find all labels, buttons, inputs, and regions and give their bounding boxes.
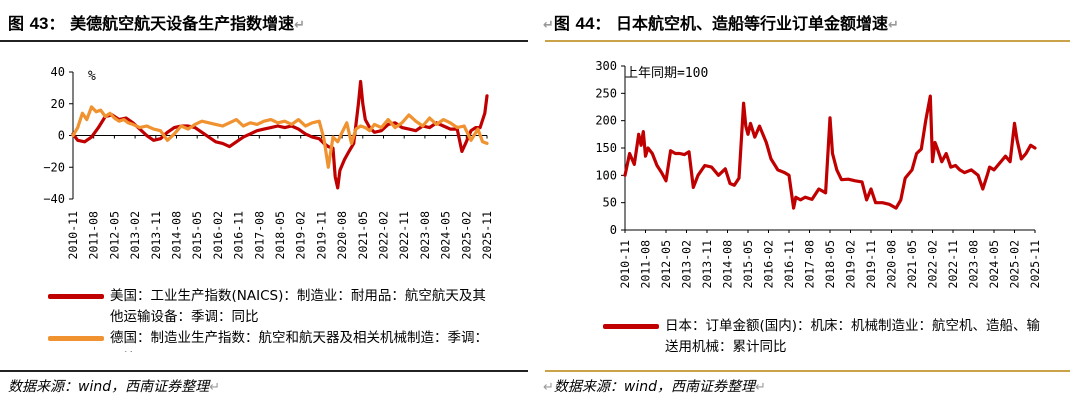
right-source-text: 数据来源：wind，西南证券整理: [553, 379, 756, 395]
x-tick-label: 2024-05: [439, 211, 453, 259]
left-source-return-mark: ↵: [209, 380, 221, 395]
right-title-number: 44: [575, 14, 595, 33]
right-title-text: ： 日本航空机、造船等行业订单金额增速: [594, 14, 888, 33]
right-title-prefix: 图: [553, 14, 576, 33]
y-tick-label: 200: [595, 114, 617, 128]
right-source-rule: [545, 370, 1070, 372]
right-panel: ↵图 44： 日本航空机、造船等行业订单金额增速↵ 0 50 100 150 200 25…: [535, 0, 1080, 405]
x-tick-label: 2010-11: [66, 211, 80, 260]
x-tick-label: 2025-02: [1008, 240, 1022, 288]
y-tick-label: −40: [43, 192, 65, 206]
left-source-rule: [0, 370, 528, 372]
x-tick-label: 2018-05: [273, 211, 287, 259]
x-tick-label: 2020-08: [885, 240, 899, 289]
left-legend-swatch-us: [48, 294, 104, 299]
right-title-return-mark: ↵: [887, 18, 899, 33]
left-panel: 图 43： 美德航空航天设备生产指数增速↵ −40 −20 0 20 40 2010-11…: [0, 0, 535, 405]
x-tick-label: 2019-02: [844, 240, 858, 288]
x-tick-label: 2017-08: [803, 240, 817, 289]
x-tick-label: 2019-11: [864, 240, 878, 289]
y-tick-label: 40: [51, 65, 65, 79]
x-tick-label: 2021-05: [905, 240, 919, 288]
left-title-return-mark: ↵: [294, 18, 305, 33]
x-tick-label: 2017-08: [252, 211, 266, 260]
y-tick-label: 150: [595, 141, 617, 155]
right-legend-swatch-jp: [603, 324, 659, 329]
left-figure-title: 图 43： 美德航空航天设备生产指数增速↵: [8, 10, 305, 34]
right-title-lead-mark: ↵: [543, 18, 554, 33]
left-chart-plot: −40 −20 0 20 40 2010-11 2011-08 2012-05 2013-02 2…: [43, 65, 494, 259]
x-tick-label: 2018-05: [823, 240, 837, 288]
left-title-number: 43: [29, 14, 49, 33]
left-title-rule: [0, 40, 528, 42]
right-source-return-mark: ↵: [755, 380, 766, 395]
x-tick-label: 2013-02: [680, 240, 694, 288]
left-title-text: ： 美德航空航天设备生产指数增速: [48, 14, 295, 33]
x-tick-label: 2022-11: [397, 211, 411, 260]
unit-label: %: [88, 69, 96, 84]
x-tick-label: 2016-11: [782, 240, 796, 289]
x-tick-label: 2012-05: [659, 240, 673, 288]
y-tick-label: 0: [610, 223, 617, 237]
left-legend: 美国：工业生产指数(NAICS)：制造业：耐用品：航空航天及其他运输设备：季调：…: [48, 286, 496, 352]
x-tick-label: 2022-02: [377, 211, 391, 259]
right-chart-plot: 0 50 100 150 200 250 300 2010-11 2011-08 2012-05 2…: [595, 59, 1042, 288]
x-tick-label: 2010-11: [618, 240, 632, 289]
series-line-0: [71, 79, 489, 190]
right-source: ↵数据来源：wind，西南证券整理↵: [543, 376, 766, 396]
right-legend-label-jp: 日本：订单金额(国内)：机床：机械制造业：航空机、造船、输送用机械：累计同比: [665, 318, 1041, 355]
left-legend-label-de: 德国：制造业生产指数：航空和航天器及相关机械制造：季调：同比: [110, 330, 488, 352]
x-tick-label: 2015-05: [741, 240, 755, 288]
y-tick-label: 300: [595, 59, 617, 73]
x-tick-label: 2020-08: [335, 211, 349, 260]
left-source: 数据来源：wind，西南证券整理↵: [8, 376, 220, 396]
y-tick-label: 20: [51, 97, 65, 111]
left-chart: −40 −20 0 20 40 2010-11 2011-08 2012-05 2013-02 2…: [43, 65, 494, 259]
left-legend-swatch-de: [48, 336, 104, 341]
x-tick-label: 2013-02: [128, 211, 142, 259]
left-legend-item-de: 德国：制造业生产指数：航空和航天器及相关机械制造：季调：同比: [48, 328, 496, 352]
x-tick-label: 2011-08: [87, 211, 101, 260]
series-line-1: [71, 105, 489, 169]
left-title-prefix: 图: [8, 14, 30, 33]
x-tick-label: 2019-11: [314, 211, 328, 260]
x-tick-label: 2014-08: [170, 211, 184, 260]
x-tick-label: 2013-11: [700, 240, 714, 289]
x-tick-label: 2015-05: [190, 211, 204, 259]
x-tick-label: 2024-05: [987, 240, 1001, 288]
x-tick-label: 2025-02: [459, 211, 473, 259]
x-tick-label: 2011-08: [639, 240, 653, 289]
x-tick-label: 2025-11: [480, 211, 494, 260]
y-tick-label: −20: [43, 160, 65, 174]
x-tick-label: 2021-05: [356, 211, 370, 259]
x-tick-label: 2016-02: [762, 240, 776, 288]
unit-label: 上年同期=100: [625, 66, 708, 81]
right-title-rule: [545, 40, 1070, 42]
x-tick-label: 2016-11: [232, 211, 246, 260]
y-tick-label: 100: [595, 168, 617, 182]
right-source-lead-mark: ↵: [543, 380, 554, 395]
right-chart: 0 50 100 150 200 250 300 2010-11 2011-08 2012-05 2…: [595, 59, 1042, 288]
series-line-0: [623, 94, 1037, 210]
x-tick-label: 2022-11: [946, 240, 960, 289]
x-tick-label: 2025-11: [1028, 240, 1042, 289]
x-tick-label: 2016-02: [211, 211, 225, 259]
y-tick-label: 0: [58, 129, 65, 143]
left-legend-item-us: 美国：工业生产指数(NAICS)：制造业：耐用品：航空航天及其他运输设备：季调：…: [48, 286, 496, 328]
right-legend: 日本：订单金额(国内)：机床：机械制造业：航空机、造船、输送用机械：累计同比: [603, 316, 1043, 358]
left-source-text: 数据来源：wind，西南证券整理: [8, 379, 210, 395]
left-legend-label-us: 美国：工业生产指数(NAICS)：制造业：耐用品：航空航天及其他运输设备：季调：…: [110, 288, 486, 325]
x-tick-label: 2023-08: [967, 240, 981, 289]
x-tick-label: 2013-11: [149, 211, 163, 260]
x-tick-label: 2022-02: [926, 240, 940, 288]
x-tick-label: 2012-05: [107, 211, 121, 259]
y-tick-label: 50: [603, 196, 617, 210]
right-figure-title: ↵图 44： 日本航空机、造船等行业订单金额增速↵: [543, 10, 899, 34]
right-legend-item-jp: 日本：订单金额(国内)：机床：机械制造业：航空机、造船、输送用机械：累计同比: [603, 316, 1043, 358]
x-tick-label: 2023-08: [418, 211, 432, 260]
x-tick-label: 2019-02: [294, 211, 308, 259]
x-tick-label: 2014-08: [721, 240, 735, 289]
y-tick-label: 250: [595, 86, 617, 100]
